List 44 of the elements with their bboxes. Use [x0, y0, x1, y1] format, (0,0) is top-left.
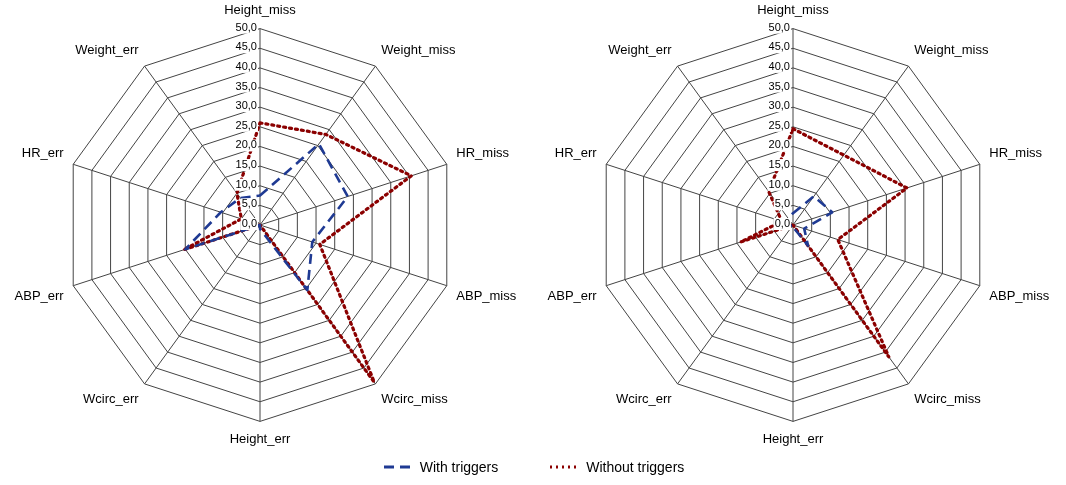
y-tick-label: 0,0: [241, 217, 257, 230]
y-tick-label: 25,0: [768, 118, 790, 131]
y-tick-label: 35,0: [235, 79, 257, 92]
y-tick-label: 50,0: [768, 20, 790, 33]
spoke-label: ABP_err: [547, 288, 598, 304]
y-tick-label: 45,0: [768, 40, 790, 53]
spoke-label: Weight_miss: [914, 41, 989, 57]
spoke-label: HR_err: [21, 145, 65, 160]
spoke-label: Weight_err: [608, 41, 673, 57]
y-tick-label: 45,0: [235, 40, 257, 53]
spoke-label: ABP_miss: [989, 288, 1050, 304]
y-tick-label: 20,0: [768, 138, 790, 151]
y-tick-label: 30,0: [235, 99, 257, 112]
y-tick-label: 10,0: [235, 177, 257, 190]
y-tick-label: 15,0: [235, 158, 257, 171]
spoke-label: Height_err: [229, 430, 292, 446]
y-tick-label: 40,0: [235, 59, 257, 72]
spoke-label: Wcirc_miss: [381, 391, 449, 407]
y-tick-label: 5,0: [774, 197, 790, 210]
y-tick-label: 35,0: [768, 79, 790, 92]
spoke-label: HR_err: [554, 145, 598, 160]
spoke-label: Wcirc_err: [83, 391, 140, 407]
spoke-label: Wcirc_miss: [914, 391, 982, 407]
spoke-label: HR_miss: [989, 145, 1043, 160]
legend-label: With triggers: [419, 459, 499, 475]
y-tick-label: 50,0: [235, 20, 257, 33]
spoke-label: Wcirc_err: [616, 391, 673, 407]
y-tick-label: 25,0: [235, 118, 257, 131]
spoke-label: HR_miss: [456, 145, 510, 160]
legend-label: Without triggers: [586, 459, 685, 475]
y-tick-label: 20,0: [235, 138, 257, 151]
y-tick-label: 40,0: [768, 59, 790, 72]
spoke-label: Height_miss: [757, 2, 830, 18]
spoke-label: ABP_err: [14, 288, 65, 304]
spoke-label: Height_miss: [224, 2, 297, 18]
spoke-label: Weight_miss: [381, 41, 456, 57]
spoke-label: Height_err: [762, 430, 825, 446]
spoke-label: ABP_miss: [456, 288, 517, 304]
y-tick-label: 0,0: [774, 217, 790, 230]
y-tick-label: 30,0: [768, 99, 790, 112]
y-tick-label: 15,0: [768, 158, 790, 171]
y-tick-label: 5,0: [241, 197, 257, 210]
y-tick-label: 10,0: [768, 177, 790, 190]
spoke-label: Weight_err: [75, 41, 140, 57]
